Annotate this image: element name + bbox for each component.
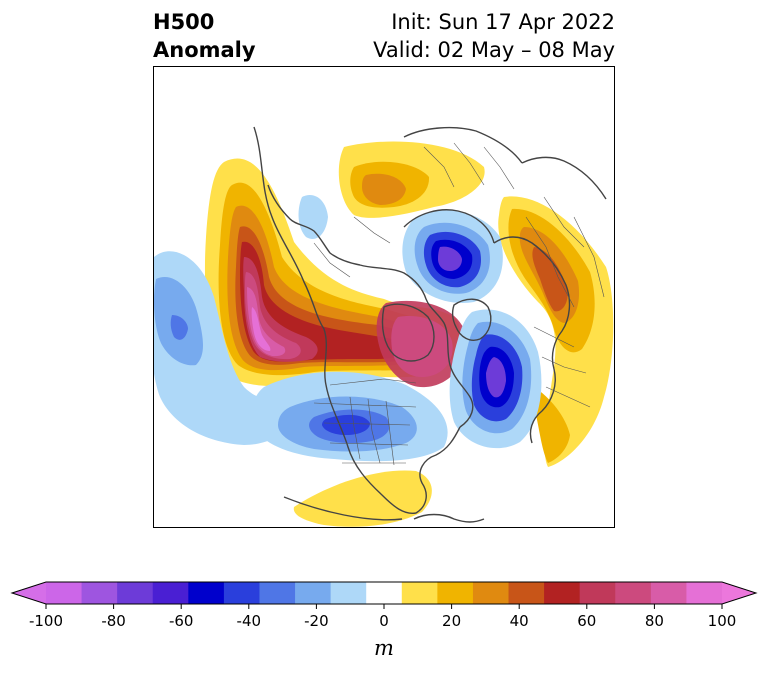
colorbar-swatch <box>401 582 438 604</box>
colorbar-swatch <box>259 582 296 604</box>
colorbar-swatch <box>188 582 225 604</box>
colorbar-tick-label: -80 <box>101 612 126 630</box>
colorbar-swatch <box>650 582 687 604</box>
colorbar-tick-label: 60 <box>577 612 596 630</box>
colorbar-swatch <box>686 582 723 604</box>
colorbar-label: m <box>374 636 394 660</box>
urals-ridge <box>498 196 614 467</box>
chart-title-line2: Anomaly <box>153 38 256 62</box>
colorbar-swatch <box>117 582 154 604</box>
gulf-mexico-ridge <box>293 470 432 527</box>
canadian-arctic-patch <box>298 195 328 239</box>
colorbar-swatch <box>508 582 545 604</box>
anomaly-field <box>154 126 614 527</box>
colorbar-swatch <box>152 582 189 604</box>
anomaly-map <box>154 126 614 527</box>
colorbar-swatch <box>472 582 510 604</box>
colorbar-swatch <box>46 582 83 604</box>
chart-dates: Init: Sun 17 Apr 2022 Valid: 02 May – 08… <box>373 8 615 64</box>
siberia-ridge <box>338 141 485 218</box>
colorbar-swatch <box>295 582 332 604</box>
colorbar-ticks: -100 -80 -60 -40 -20 0 20 40 60 80 100 <box>29 604 736 630</box>
north-atlantic-trough <box>449 309 542 449</box>
colorbar-tick-label: -20 <box>304 612 329 630</box>
colorbar-swatch <box>579 582 616 604</box>
central-pacific-trough <box>154 251 295 445</box>
colorbar-swatch <box>615 582 652 604</box>
colorbar: -100 -80 -60 -40 -20 0 20 40 60 80 100 <box>10 581 758 630</box>
chart-title: H500 Anomaly <box>153 8 256 64</box>
colorbar-swatch <box>330 582 367 604</box>
colorbar-tick-label: 20 <box>442 612 461 630</box>
colorbar-tick-label: 0 <box>379 612 389 630</box>
valid-date-label: Valid: 02 May – 08 May <box>373 38 615 62</box>
init-date-label: Init: Sun 17 Apr 2022 <box>391 10 615 34</box>
colorbar-tick-label: -100 <box>29 612 63 630</box>
borders <box>313 142 605 466</box>
colorbar-swatch <box>223 582 260 604</box>
colorbar-tick-label: -40 <box>237 612 262 630</box>
colorbar-swatch <box>544 582 581 604</box>
central-us-trough <box>252 371 448 462</box>
colorbar-tick-label: 100 <box>708 612 737 630</box>
colorbar-tick-label: 40 <box>510 612 529 630</box>
colorbar-swatch <box>81 582 118 604</box>
atlantic-europe-ridge <box>531 387 570 463</box>
colorbar-under-arrow <box>12 582 46 604</box>
colorbar-over-arrow <box>722 582 756 604</box>
colorbar-swatches <box>10 581 758 605</box>
colorbar-tick-label: 80 <box>645 612 664 630</box>
map-panel <box>153 66 615 528</box>
colorbar-swatch <box>437 582 474 604</box>
colorbar-tick-label: -60 <box>169 612 194 630</box>
chart-title-line1: H500 <box>153 10 215 34</box>
colorbar-swatch <box>366 582 403 604</box>
coastlines <box>253 126 607 523</box>
barents-kara-trough <box>402 209 503 303</box>
